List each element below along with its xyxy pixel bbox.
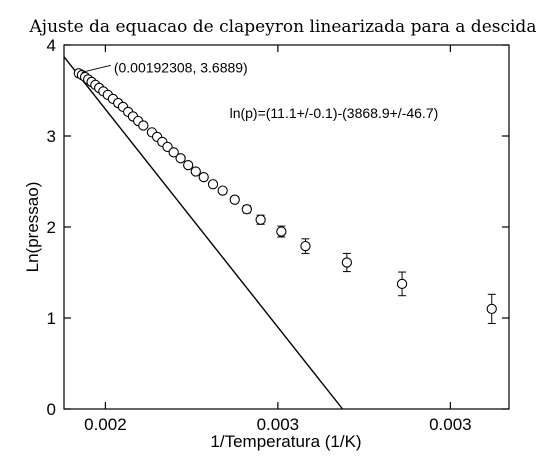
plot-frame — [63, 44, 510, 410]
data-point-23 — [190, 166, 201, 177]
annotation-fit-equation: ln(p)=(11.1+/-0.1)-(3868.9+/-46.7) — [230, 105, 439, 121]
point-marker-27 — [229, 194, 240, 205]
point-marker-21 — [175, 153, 186, 164]
point-marker-28 — [241, 204, 252, 215]
point-marker-32 — [341, 257, 353, 268]
point-marker-25 — [207, 179, 219, 190]
point-marker-31 — [300, 240, 311, 252]
point-marker-26 — [217, 185, 228, 196]
point-marker-15 — [138, 120, 149, 131]
x-tick-label-0: 0.002 — [84, 415, 127, 434]
point-marker-29 — [255, 214, 266, 225]
x-axis-label: 1/Temperatura (1/K) — [210, 432, 361, 451]
data-point-20 — [168, 147, 179, 158]
y-tick-label-3: 3 — [47, 127, 56, 146]
x-tick-label-2: 0.003 — [429, 415, 472, 434]
data-point-34 — [486, 293, 497, 324]
data-point-30 — [276, 225, 287, 238]
data-point-28 — [241, 204, 252, 215]
y-tick-label-0: 0 — [47, 400, 56, 419]
chart-title: Ajuste da equacao de clapeyron lineariza… — [29, 17, 537, 37]
x-tick-label-1: 0.003 — [257, 415, 300, 434]
y-tick-label-2: 2 — [47, 218, 56, 237]
point-marker-22 — [183, 159, 194, 171]
point-marker-34 — [486, 303, 497, 315]
data-point-27 — [229, 194, 240, 205]
data-point-24 — [198, 171, 209, 183]
data-point-32 — [341, 252, 353, 273]
data-point-31 — [300, 238, 311, 254]
fit-line — [63, 56, 344, 410]
point-marker-20 — [168, 147, 179, 158]
annotation-leader-line — [81, 64, 111, 73]
point-marker-33 — [396, 278, 408, 290]
point-marker-24 — [198, 171, 209, 183]
annotation-point-label: (0.00192308, 3.6889) — [114, 59, 248, 75]
y-axis-label: Ln(pressao) — [23, 182, 42, 273]
y-tick-label-4: 4 — [47, 36, 56, 55]
data-point-25 — [207, 179, 219, 190]
data-points — [73, 68, 497, 324]
data-point-22 — [183, 159, 194, 171]
data-point-15 — [138, 120, 149, 131]
axis-ticks — [64, 44, 509, 410]
point-marker-23 — [190, 166, 201, 177]
y-tick-label-1: 1 — [47, 309, 56, 328]
data-point-29 — [255, 214, 266, 225]
data-point-33 — [396, 271, 408, 297]
data-point-21 — [175, 153, 186, 164]
point-marker-30 — [276, 226, 287, 237]
tick-labels: 0.002 0.003 0.003 0 1 2 3 4 — [47, 36, 472, 434]
data-point-26 — [217, 185, 228, 196]
